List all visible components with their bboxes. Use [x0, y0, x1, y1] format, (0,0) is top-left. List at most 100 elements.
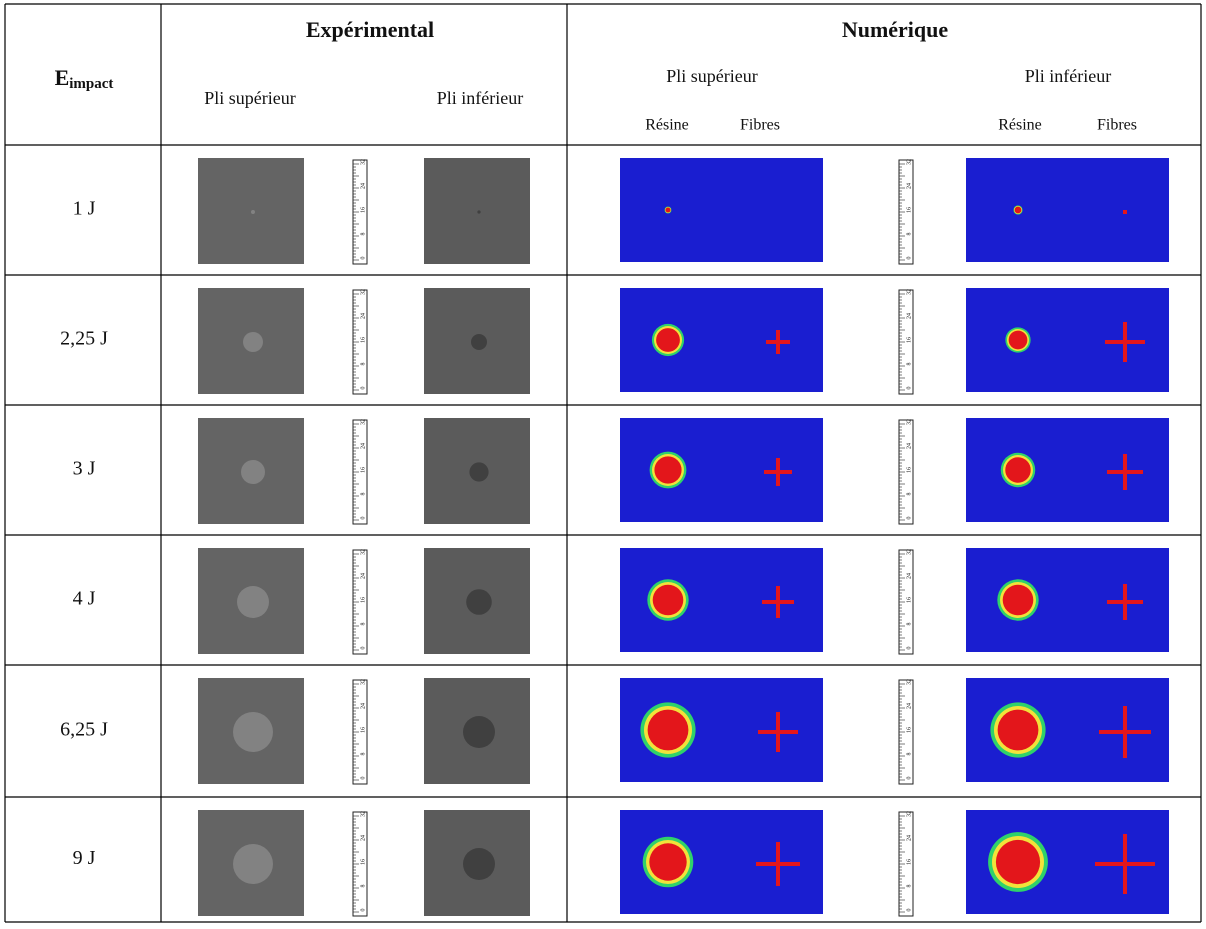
ruler-label: 8 — [906, 233, 912, 236]
photo-damage — [241, 460, 265, 484]
ruler-label: 32 — [906, 811, 912, 817]
fibre-damage — [1123, 584, 1127, 620]
num-column: Pli inférieur — [1025, 66, 1111, 86]
ruler-label: 24 — [906, 443, 912, 449]
ruler-label: 16 — [360, 859, 366, 865]
ruler-label: 24 — [906, 573, 912, 579]
ruler-label: 32 — [360, 419, 366, 425]
photo-damage — [463, 716, 495, 748]
resin-damage — [1002, 584, 1034, 616]
ruler-label: 16 — [360, 207, 366, 213]
ruler-label: 32 — [906, 159, 912, 165]
ruler-label: 8 — [906, 623, 912, 626]
energy-label: 3 J — [73, 458, 96, 480]
ruler-label: 16 — [906, 207, 912, 213]
ruler-label: 32 — [906, 289, 912, 295]
num-column: Pli supérieur — [666, 66, 758, 86]
ruler-label: 24 — [906, 313, 912, 319]
fibre-damage — [776, 458, 780, 486]
ruler-label: 8 — [906, 493, 912, 496]
resin-damage — [995, 839, 1041, 885]
ruler-label: 0 — [906, 257, 912, 260]
ruler-label: 32 — [360, 811, 366, 817]
photo-damage — [233, 844, 273, 884]
energy-label: 9 J — [73, 847, 96, 869]
fibre-damage — [1123, 210, 1127, 214]
ruler-label: 0 — [360, 909, 366, 912]
simulation — [620, 288, 823, 392]
exp-column: Pli supérieur — [204, 88, 296, 108]
resin-damage — [1005, 457, 1031, 483]
photo-damage — [237, 586, 269, 618]
energy-label: 2,25 J — [60, 328, 108, 350]
photo-damage — [477, 210, 481, 214]
header-energy: Eimpact — [55, 65, 114, 92]
resin-damage — [656, 328, 680, 352]
fibre-damage — [776, 842, 780, 886]
photo-damage — [463, 848, 495, 880]
simulation — [966, 158, 1169, 262]
fibre-damage — [776, 712, 780, 752]
ruler-label: 16 — [360, 337, 366, 343]
ruler-label: 32 — [906, 549, 912, 555]
ruler-label: 24 — [906, 183, 912, 189]
photo-damage — [233, 712, 273, 752]
ruler-label: 32 — [906, 419, 912, 425]
header-numerique: Numérique — [842, 17, 949, 42]
ruler-label: 24 — [906, 703, 912, 709]
ruler-label: 0 — [360, 647, 366, 650]
header-experimental: Expérimental — [306, 17, 434, 42]
resin-damage — [997, 709, 1039, 751]
energy-sub: impact — [69, 76, 113, 92]
resin-damage — [647, 709, 689, 751]
ruler-label: 8 — [360, 753, 366, 756]
ruler-label: 0 — [906, 517, 912, 520]
simulation — [620, 158, 823, 262]
ruler-label: 32 — [360, 159, 366, 165]
photo-damage — [469, 462, 489, 482]
ruler-label: 24 — [360, 703, 366, 709]
photo — [198, 158, 304, 264]
ruler-label: 8 — [906, 885, 912, 888]
ruler-label: 0 — [360, 257, 366, 260]
resin-damage — [665, 207, 671, 213]
ruler-label: 0 — [906, 647, 912, 650]
ruler-label: 8 — [360, 233, 366, 236]
num-subcolumn: Résine — [645, 117, 689, 134]
exp-column: Pli inférieur — [437, 88, 523, 108]
photo-damage — [243, 332, 263, 352]
energy-label: 6,25 J — [60, 719, 108, 741]
num-subcolumn: Résine — [998, 117, 1042, 134]
ruler-label: 32 — [906, 679, 912, 685]
energy-label: 4 J — [73, 588, 96, 610]
fibre-damage — [776, 330, 780, 354]
ruler-label: 0 — [906, 909, 912, 912]
resin-damage — [1008, 330, 1028, 350]
resin-damage — [649, 843, 687, 881]
ruler-label: 32 — [360, 549, 366, 555]
ruler-label: 0 — [360, 387, 366, 390]
ruler-label: 32 — [360, 679, 366, 685]
ruler-label: 24 — [360, 313, 366, 319]
ruler-label: 24 — [360, 183, 366, 189]
ruler-label: 16 — [906, 727, 912, 733]
ruler-label: 0 — [360, 517, 366, 520]
energy-symbol: E — [55, 65, 70, 90]
ruler-label: 8 — [360, 885, 366, 888]
ruler-label: 16 — [360, 727, 366, 733]
ruler-label: 16 — [906, 859, 912, 865]
num-subcolumn: Fibres — [1097, 117, 1137, 134]
ruler-label: 0 — [906, 387, 912, 390]
resin-damage — [1014, 206, 1022, 214]
ruler-label: 8 — [906, 753, 912, 756]
fibre-damage — [1123, 322, 1127, 362]
photo-damage — [251, 210, 255, 214]
fibre-damage — [776, 586, 780, 618]
photo — [424, 158, 530, 264]
fibre-damage — [1123, 454, 1127, 490]
resin-damage — [652, 584, 684, 616]
ruler-label: 16 — [906, 337, 912, 343]
photo-damage — [466, 589, 492, 615]
